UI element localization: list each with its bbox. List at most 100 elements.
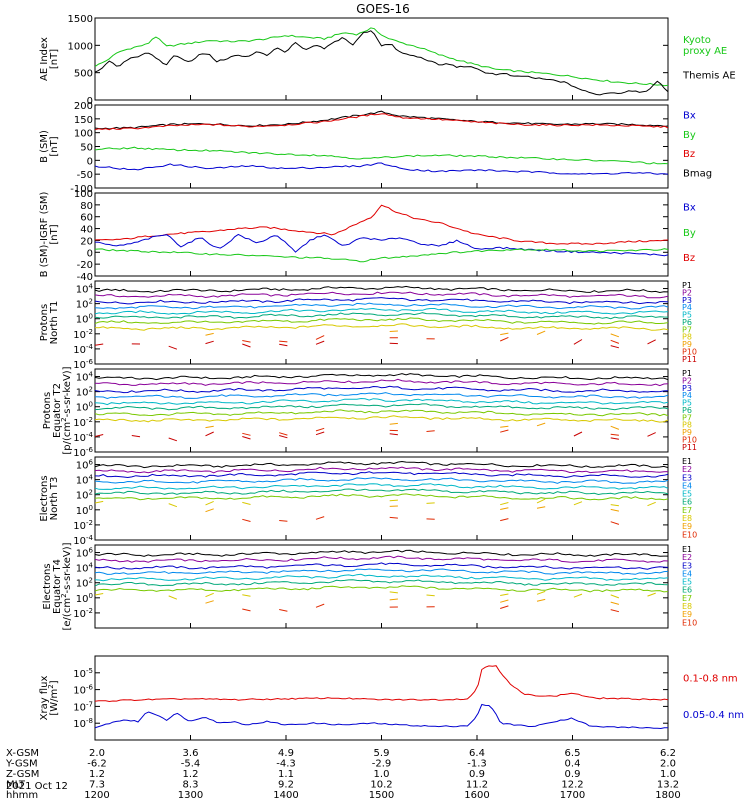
channel-segment [610, 601, 620, 605]
ephemeris-value: 2.0 [89, 748, 105, 759]
pn-channel-p2 [95, 291, 668, 299]
pe-channel-p10 [242, 427, 619, 436]
y-tick-label: 0 [87, 248, 93, 259]
channel-segment [279, 432, 288, 436]
channel-label: P11 [682, 443, 697, 452]
y-tick-label: 10-6 [73, 358, 93, 371]
y-tick-label: 60 [80, 213, 93, 224]
channel-label: P2 [682, 288, 692, 297]
channel-label: P7 [682, 413, 692, 422]
y-tick-label: 104 [76, 371, 94, 384]
channel-segment [536, 498, 546, 504]
channel-label: E9 [682, 522, 692, 531]
y-tick-label: 200 [74, 101, 93, 112]
channel-segment [389, 516, 398, 519]
channel-segment [389, 499, 398, 502]
channel-segment [389, 330, 398, 332]
channel-segment [610, 504, 619, 507]
y-tick-label: -20 [77, 260, 93, 271]
channel-segment [647, 592, 656, 597]
ee-channel-e1 [95, 549, 668, 557]
ephemeris-value: 0.9 [469, 769, 485, 780]
channel-segment [205, 500, 214, 506]
channel-label: P1 [682, 281, 692, 290]
ephemeris-value: -4.3 [276, 759, 296, 770]
y-tick-label: 104 [76, 562, 94, 575]
channel-segment [500, 502, 509, 506]
channel-segment [242, 518, 251, 522]
legend-entry: By [683, 228, 696, 239]
ee-channel-e3 [95, 562, 668, 570]
channel-segment [610, 609, 620, 613]
ephemeris-value: 1.2 [183, 769, 199, 780]
pe-channel-p3 [95, 385, 668, 394]
y-tick-label: 104 [76, 474, 94, 487]
ephemeris-value: 1.0 [660, 769, 676, 780]
channel-label: P2 [682, 376, 692, 385]
channel-segment [205, 600, 214, 604]
y-tick-label: 102 [76, 298, 93, 311]
channel-label: E7 [682, 594, 692, 603]
channel-label: P6 [682, 318, 692, 327]
ephemeris-value: -2.9 [372, 759, 392, 770]
pn-channel-p8 [95, 323, 668, 331]
pe-channel-p6 [95, 403, 668, 411]
channel-segment [389, 591, 398, 594]
y-tick-label: 80 [80, 201, 93, 212]
ephemeris-value: 1600 [464, 790, 489, 800]
xray-ylabel: [W/m2] [47, 680, 60, 715]
ephemeris-value: 1300 [178, 790, 203, 800]
channel-label: P11 [682, 355, 697, 364]
channel-segment [95, 343, 104, 346]
channel-label: E5 [682, 490, 692, 499]
channel-label: P10 [682, 435, 697, 444]
ephemeris-value: 0.4 [565, 759, 581, 770]
pe-channel-p5 [95, 397, 668, 406]
channel-segment [610, 339, 620, 344]
channel-label: P4 [682, 391, 692, 400]
channel-label: P3 [682, 296, 692, 305]
legend-entry: 0.05-0.4 nm [683, 710, 744, 721]
y-tick-label: 10-4 [73, 431, 93, 444]
en-channel-e4 [95, 477, 668, 484]
channel-segment [205, 592, 214, 598]
ephemeris-value: 6.4 [469, 748, 485, 759]
ephemeris-value: 6.5 [565, 748, 581, 759]
ephemeris-value: 12.2 [561, 780, 583, 791]
channel-label: E4 [682, 569, 692, 578]
channel-segment [500, 507, 509, 510]
channel-segment [647, 339, 656, 345]
pn-channel-p1 [95, 285, 668, 294]
pn-channel-p3 [95, 297, 668, 305]
ae-ylabel: [nT] [49, 49, 60, 69]
y-tick-label: 100 [76, 313, 93, 326]
channel-segment [168, 345, 178, 350]
y-tick-label: 0 [87, 96, 93, 107]
channel-label: P5 [682, 399, 692, 408]
ephemeris-value: 5.9 [374, 748, 390, 759]
ae-frame [94, 17, 669, 101]
ephemeris-value: 10.2 [370, 780, 392, 791]
bigrf-ylabel: [nT] [49, 224, 60, 244]
channel-label: E6 [682, 498, 692, 507]
pn-ylabel: Protons [39, 304, 50, 341]
pe-ylabel: Protons [42, 392, 53, 429]
channel-label: E10 [682, 618, 697, 627]
channel-segment [610, 333, 620, 338]
ephemeris-value: 6.2 [660, 748, 676, 759]
en-channel-e5 [95, 483, 668, 490]
bsm-ylabel: [nT] [49, 136, 60, 156]
y-tick-label: 10-7 [73, 700, 93, 713]
channel-segment [205, 508, 214, 513]
ae-panel: 1500 1000 500 0 AE Index [nT] Kyoto proxy AE The… [39, 14, 736, 107]
channel-label: P10 [682, 347, 697, 356]
channel-segment [389, 433, 398, 436]
channel-segment [315, 603, 325, 608]
channel-label: E2 [682, 553, 692, 562]
channel-segment [131, 435, 141, 438]
bsm-panel: 200 150 100 50 0 -50 -100 B (SM) [nT] Bx By Bz Bmag [39, 101, 712, 195]
channel-segment [610, 433, 619, 436]
